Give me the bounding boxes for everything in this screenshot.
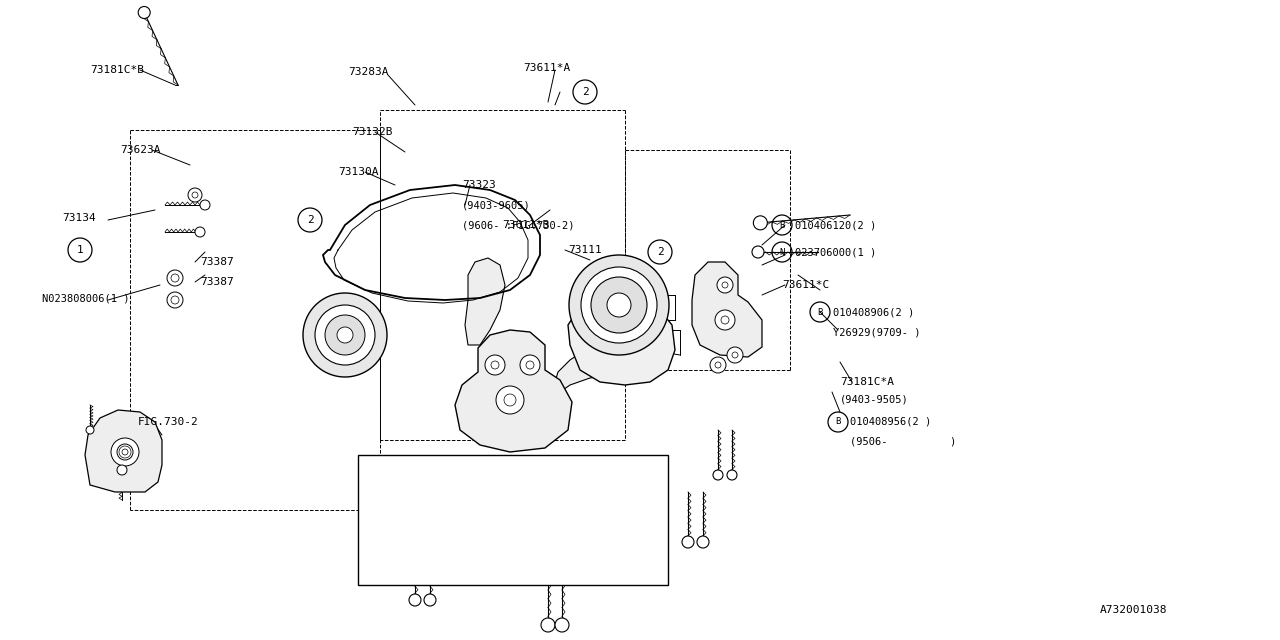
Text: 2: 2 <box>307 215 314 225</box>
Text: (9403-9605): (9403-9605) <box>462 200 531 210</box>
Text: N: N <box>780 248 785 257</box>
Circle shape <box>710 357 726 373</box>
Text: 73181C*A: 73181C*A <box>840 377 893 387</box>
Polygon shape <box>454 330 572 452</box>
Text: 73130A: 73130A <box>338 167 379 177</box>
Polygon shape <box>556 345 614 392</box>
Text: 73611*B: 73611*B <box>502 220 549 230</box>
Text: 010410280(3 )(9710- >: 010410280(3 )(9710- > <box>390 552 531 562</box>
Circle shape <box>570 255 669 355</box>
Text: B: B <box>836 417 841 426</box>
Text: 010406120(2 ): 010406120(2 ) <box>795 220 877 230</box>
Circle shape <box>200 200 210 210</box>
Text: N023808006(1 ): N023808006(1 ) <box>42 293 129 303</box>
Text: 1: 1 <box>372 478 379 488</box>
Circle shape <box>339 324 351 336</box>
Text: 010408956(2 ): 010408956(2 ) <box>850 417 932 427</box>
Circle shape <box>581 267 657 343</box>
Text: 010508250(2 )(9710- >: 010508250(2 )(9710- > <box>390 495 531 505</box>
Circle shape <box>424 594 436 606</box>
Text: B: B <box>780 221 785 230</box>
Circle shape <box>166 292 183 308</box>
Text: 010408906(2 ): 010408906(2 ) <box>833 307 914 317</box>
Circle shape <box>315 305 375 365</box>
Text: 1: 1 <box>77 245 83 255</box>
Circle shape <box>86 426 93 434</box>
Circle shape <box>188 188 202 202</box>
Text: 73111: 73111 <box>568 245 602 255</box>
Polygon shape <box>568 268 675 385</box>
Text: 023706000(1 ): 023706000(1 ) <box>795 247 877 257</box>
Circle shape <box>727 347 742 363</box>
Circle shape <box>591 277 646 333</box>
Circle shape <box>754 216 767 230</box>
Text: A732001038: A732001038 <box>1100 605 1167 615</box>
Text: 73323: 73323 <box>462 180 495 190</box>
Circle shape <box>727 470 737 480</box>
Circle shape <box>337 327 353 343</box>
Text: 73623A: 73623A <box>120 145 160 155</box>
Polygon shape <box>465 258 506 345</box>
Text: 2: 2 <box>581 87 589 97</box>
Circle shape <box>195 227 205 237</box>
Circle shape <box>116 465 127 475</box>
FancyBboxPatch shape <box>358 455 668 585</box>
Text: (9506-          ): (9506- ) <box>850 437 956 447</box>
Circle shape <box>541 618 556 632</box>
Circle shape <box>325 315 365 355</box>
Circle shape <box>116 444 133 460</box>
Polygon shape <box>84 410 163 492</box>
Circle shape <box>713 470 723 480</box>
Text: Y26929(9709- ): Y26929(9709- ) <box>833 327 920 337</box>
Circle shape <box>556 618 570 632</box>
Circle shape <box>717 277 733 293</box>
Circle shape <box>485 355 506 375</box>
Text: 73181C*B: 73181C*B <box>90 65 145 75</box>
Circle shape <box>410 594 421 606</box>
Text: 73387: 73387 <box>200 257 234 267</box>
Text: 73283A: 73283A <box>348 67 389 77</box>
Polygon shape <box>692 262 762 357</box>
Circle shape <box>753 246 764 258</box>
Circle shape <box>166 270 183 286</box>
Text: 2: 2 <box>372 550 379 560</box>
Circle shape <box>682 536 694 548</box>
Circle shape <box>607 293 631 317</box>
Text: 01041028A(3 ): 01041028A(3 ) <box>390 530 477 540</box>
Text: 01050825A(2 ): 01050825A(2 ) <box>390 475 477 485</box>
Circle shape <box>698 536 709 548</box>
Text: (9403-9505): (9403-9505) <box>840 395 909 405</box>
Text: 2: 2 <box>657 247 663 257</box>
Text: 73611*A: 73611*A <box>524 63 571 73</box>
Circle shape <box>303 293 387 377</box>
Text: 73134: 73134 <box>61 213 96 223</box>
Circle shape <box>138 6 150 19</box>
Text: 73132B: 73132B <box>352 127 393 137</box>
Text: B: B <box>818 307 823 317</box>
Circle shape <box>716 310 735 330</box>
Text: FIG.730-2: FIG.730-2 <box>138 417 198 427</box>
Text: 73387: 73387 <box>200 277 234 287</box>
Text: (9606- :FIG.730-2): (9606- :FIG.730-2) <box>462 220 575 230</box>
Circle shape <box>497 386 524 414</box>
Text: 73611*C: 73611*C <box>782 280 829 290</box>
Circle shape <box>111 438 140 466</box>
Circle shape <box>520 355 540 375</box>
